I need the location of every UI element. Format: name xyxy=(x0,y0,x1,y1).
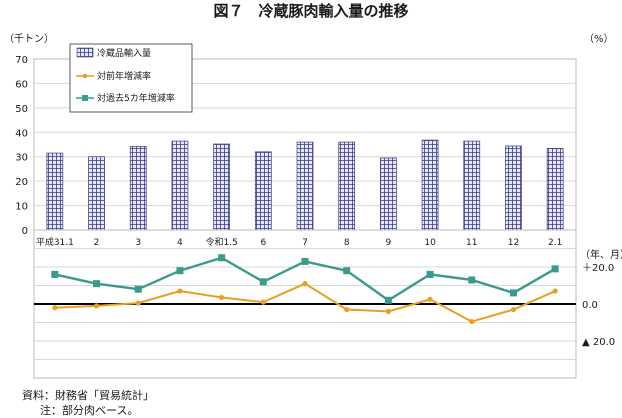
x-tick-label: 6 xyxy=(260,238,266,248)
y-tick-label: 30 xyxy=(15,153,28,164)
vs5yr-point xyxy=(259,278,267,286)
pct-tick-label: ＋20.0 xyxy=(582,263,614,274)
bar-series xyxy=(46,139,564,231)
yoy-point xyxy=(427,296,433,302)
source-note: 資料：財務省「貿易統計」 xyxy=(22,388,154,402)
bar-y-ticks: 0 10 20 30 40 50 60 70 xyxy=(15,55,28,237)
y-tick-label: 60 xyxy=(15,79,28,90)
yoy-point xyxy=(344,306,350,313)
legend-yoy-marker xyxy=(82,73,88,79)
bar xyxy=(88,156,105,231)
x-tick-label: 4 xyxy=(177,238,183,248)
x-tick-label: 9 xyxy=(386,238,392,248)
yoy-point xyxy=(219,294,225,301)
vs5yr-point xyxy=(468,276,476,284)
vs5yr-point xyxy=(426,270,434,278)
legend-bar-swatch xyxy=(76,47,94,58)
vs5yr-point xyxy=(509,289,517,297)
legend-bar-label: 冷蔵品輸入量 xyxy=(97,47,151,59)
right-axis-unit: （%） xyxy=(584,33,614,45)
legend: 冷蔵品輸入量 対前年増減率 対過去5カ年増減率 xyxy=(69,43,193,113)
yoy-point xyxy=(260,299,266,305)
y-tick-label: 20 xyxy=(15,177,28,188)
x-tick-label: 8 xyxy=(344,238,350,248)
bar xyxy=(463,140,481,231)
bar xyxy=(380,157,397,231)
x-tick-label: 12 xyxy=(508,238,519,248)
bar xyxy=(254,151,272,231)
x-tick-label: 3 xyxy=(135,238,141,248)
pct-tick-label: 0.0 xyxy=(582,300,598,311)
yoy-point xyxy=(469,318,475,325)
chart-title: 図７ 冷蔵豚肉輸入量の推移 xyxy=(213,2,408,20)
vs5yr-point xyxy=(93,280,101,288)
vs5yr-point xyxy=(343,267,351,275)
yoy-point xyxy=(302,281,308,287)
x-tick-label: 10 xyxy=(424,238,436,248)
legend-5yr-marker xyxy=(82,95,88,101)
x-tick-labels: 平成31.1 2 3 4 令和1.5 6 7 8 9 10 11 12 2.1 xyxy=(36,236,562,248)
bar xyxy=(296,141,314,231)
vs5yr-point xyxy=(51,270,59,278)
legend-5yr-label: 対過去5カ年増減率 xyxy=(97,92,175,104)
line-y-ticks: ＋20.0 0.0 ▲ 20.0 xyxy=(582,263,615,348)
bar xyxy=(421,139,439,231)
yoy-point xyxy=(135,300,141,306)
y-tick-label: 70 xyxy=(15,55,28,66)
y-tick-label: 10 xyxy=(15,202,28,213)
legend-yoy-label: 対前年増減率 xyxy=(97,70,151,82)
yoy-point xyxy=(510,306,517,313)
pct-tick-label: ▲ 20.0 xyxy=(582,337,615,348)
yoy-point xyxy=(552,288,558,294)
yoy-point xyxy=(93,303,100,309)
x-tick-label: 2 xyxy=(94,238,100,248)
bar xyxy=(213,143,230,231)
period-unit: （年、月） xyxy=(580,248,622,261)
vs5yr-point xyxy=(551,265,559,273)
vs5yr-point xyxy=(301,257,309,265)
yoy-point xyxy=(52,305,58,311)
yoy-point xyxy=(385,308,391,314)
bar xyxy=(338,141,356,231)
bar xyxy=(171,140,189,231)
x-tick-label: 令和1.5 xyxy=(205,236,237,248)
bar xyxy=(505,145,522,231)
bar xyxy=(46,152,64,231)
yoy-point xyxy=(177,288,183,294)
x-tick-label: 平成31.1 xyxy=(36,236,74,248)
bar xyxy=(546,148,564,231)
yoy-line xyxy=(54,282,556,323)
left-axis-unit: （千トン） xyxy=(4,33,54,45)
vs5yr-point xyxy=(176,267,184,275)
x-tick-label: 11 xyxy=(466,238,477,248)
x-tick-label: 2.1 xyxy=(548,238,562,248)
y-tick-label: 50 xyxy=(15,104,28,115)
x-tick-label: 7 xyxy=(302,238,308,248)
footnote: 注：部分肉ベース。 xyxy=(40,403,138,417)
vs5yr-point xyxy=(384,296,392,304)
y-tick-label: 40 xyxy=(15,128,28,139)
vs5yr-point xyxy=(218,254,226,262)
line-series xyxy=(51,254,559,325)
vs5yr-point xyxy=(134,285,142,293)
bar xyxy=(129,146,147,231)
y-tick-label: 0 xyxy=(22,226,28,237)
